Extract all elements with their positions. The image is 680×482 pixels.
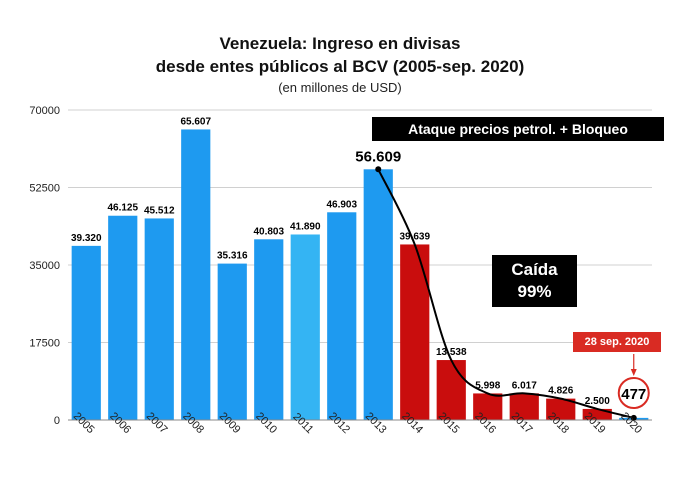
value-label-2006: 46.125: [107, 203, 138, 214]
bar-2005: [71, 245, 101, 420]
y-tick-label-0: 0: [54, 415, 60, 427]
bar-2013: [363, 169, 393, 420]
value-label-2010: 40.803: [253, 226, 284, 237]
chart-title-line1: Venezuela: Ingreso en divisas: [219, 34, 461, 53]
y-tick-label-4: 70000: [29, 105, 60, 117]
value-label-2018: 4.826: [548, 386, 573, 397]
trend-end-point: [630, 414, 637, 421]
fall-label: Caída: [511, 260, 558, 279]
bar-2008: [181, 129, 211, 420]
value-label-2011: 41.890: [290, 221, 321, 232]
fall-percent: 99%: [517, 282, 552, 301]
value-label-2014: 39.639: [399, 231, 430, 242]
trend-line: [377, 168, 634, 419]
x-tick-label-2020: 2020: [618, 410, 644, 436]
bar-2007: [144, 218, 174, 420]
y-tick-label-2: 35000: [29, 260, 60, 272]
trend-start-point: [375, 166, 382, 173]
value-label-2009: 35.316: [217, 251, 248, 262]
bar-2012: [327, 212, 357, 420]
bar-2017: [509, 393, 539, 420]
bar-2018: [546, 398, 576, 420]
bar-2016: [473, 393, 503, 420]
value-label-2007: 45.512: [144, 205, 175, 216]
value-label-2020: 477: [621, 386, 646, 403]
chart-subtitle: (en millones de USD): [278, 80, 402, 95]
value-label-2013: 56.609: [355, 148, 401, 165]
bar-2015: [436, 360, 466, 420]
value-label-2019: 2.500: [585, 396, 610, 407]
chart-title-line2: desde entes públicos al BCV (2005-sep. 2…: [155, 57, 525, 76]
date-arrow-head: [630, 369, 637, 376]
value-label-2012: 46.903: [326, 199, 357, 210]
y-tick-label-3: 52500: [29, 183, 60, 195]
bar-2006: [108, 215, 138, 420]
y-tick-label-1: 17500: [29, 338, 60, 350]
fall-annotation: Caída 99%: [492, 255, 577, 307]
value-label-2015: 13.538: [436, 347, 467, 358]
bar-2014: [400, 244, 430, 420]
value-label-2005: 39.320: [71, 233, 102, 244]
bar-2019: [582, 408, 612, 420]
bar-2009: [217, 263, 247, 420]
value-label-2017: 6.017: [512, 380, 537, 391]
value-label-2016: 5.998: [475, 380, 500, 391]
bar-2011: [290, 234, 320, 420]
date-badge: 28 sep. 2020: [573, 332, 661, 352]
value-label-2008: 65.607: [180, 116, 211, 127]
bar-2010: [254, 239, 284, 420]
attack-annotation: Ataque precios petrol. + Bloqueo: [372, 117, 664, 141]
value-circle-2020: [617, 377, 650, 409]
